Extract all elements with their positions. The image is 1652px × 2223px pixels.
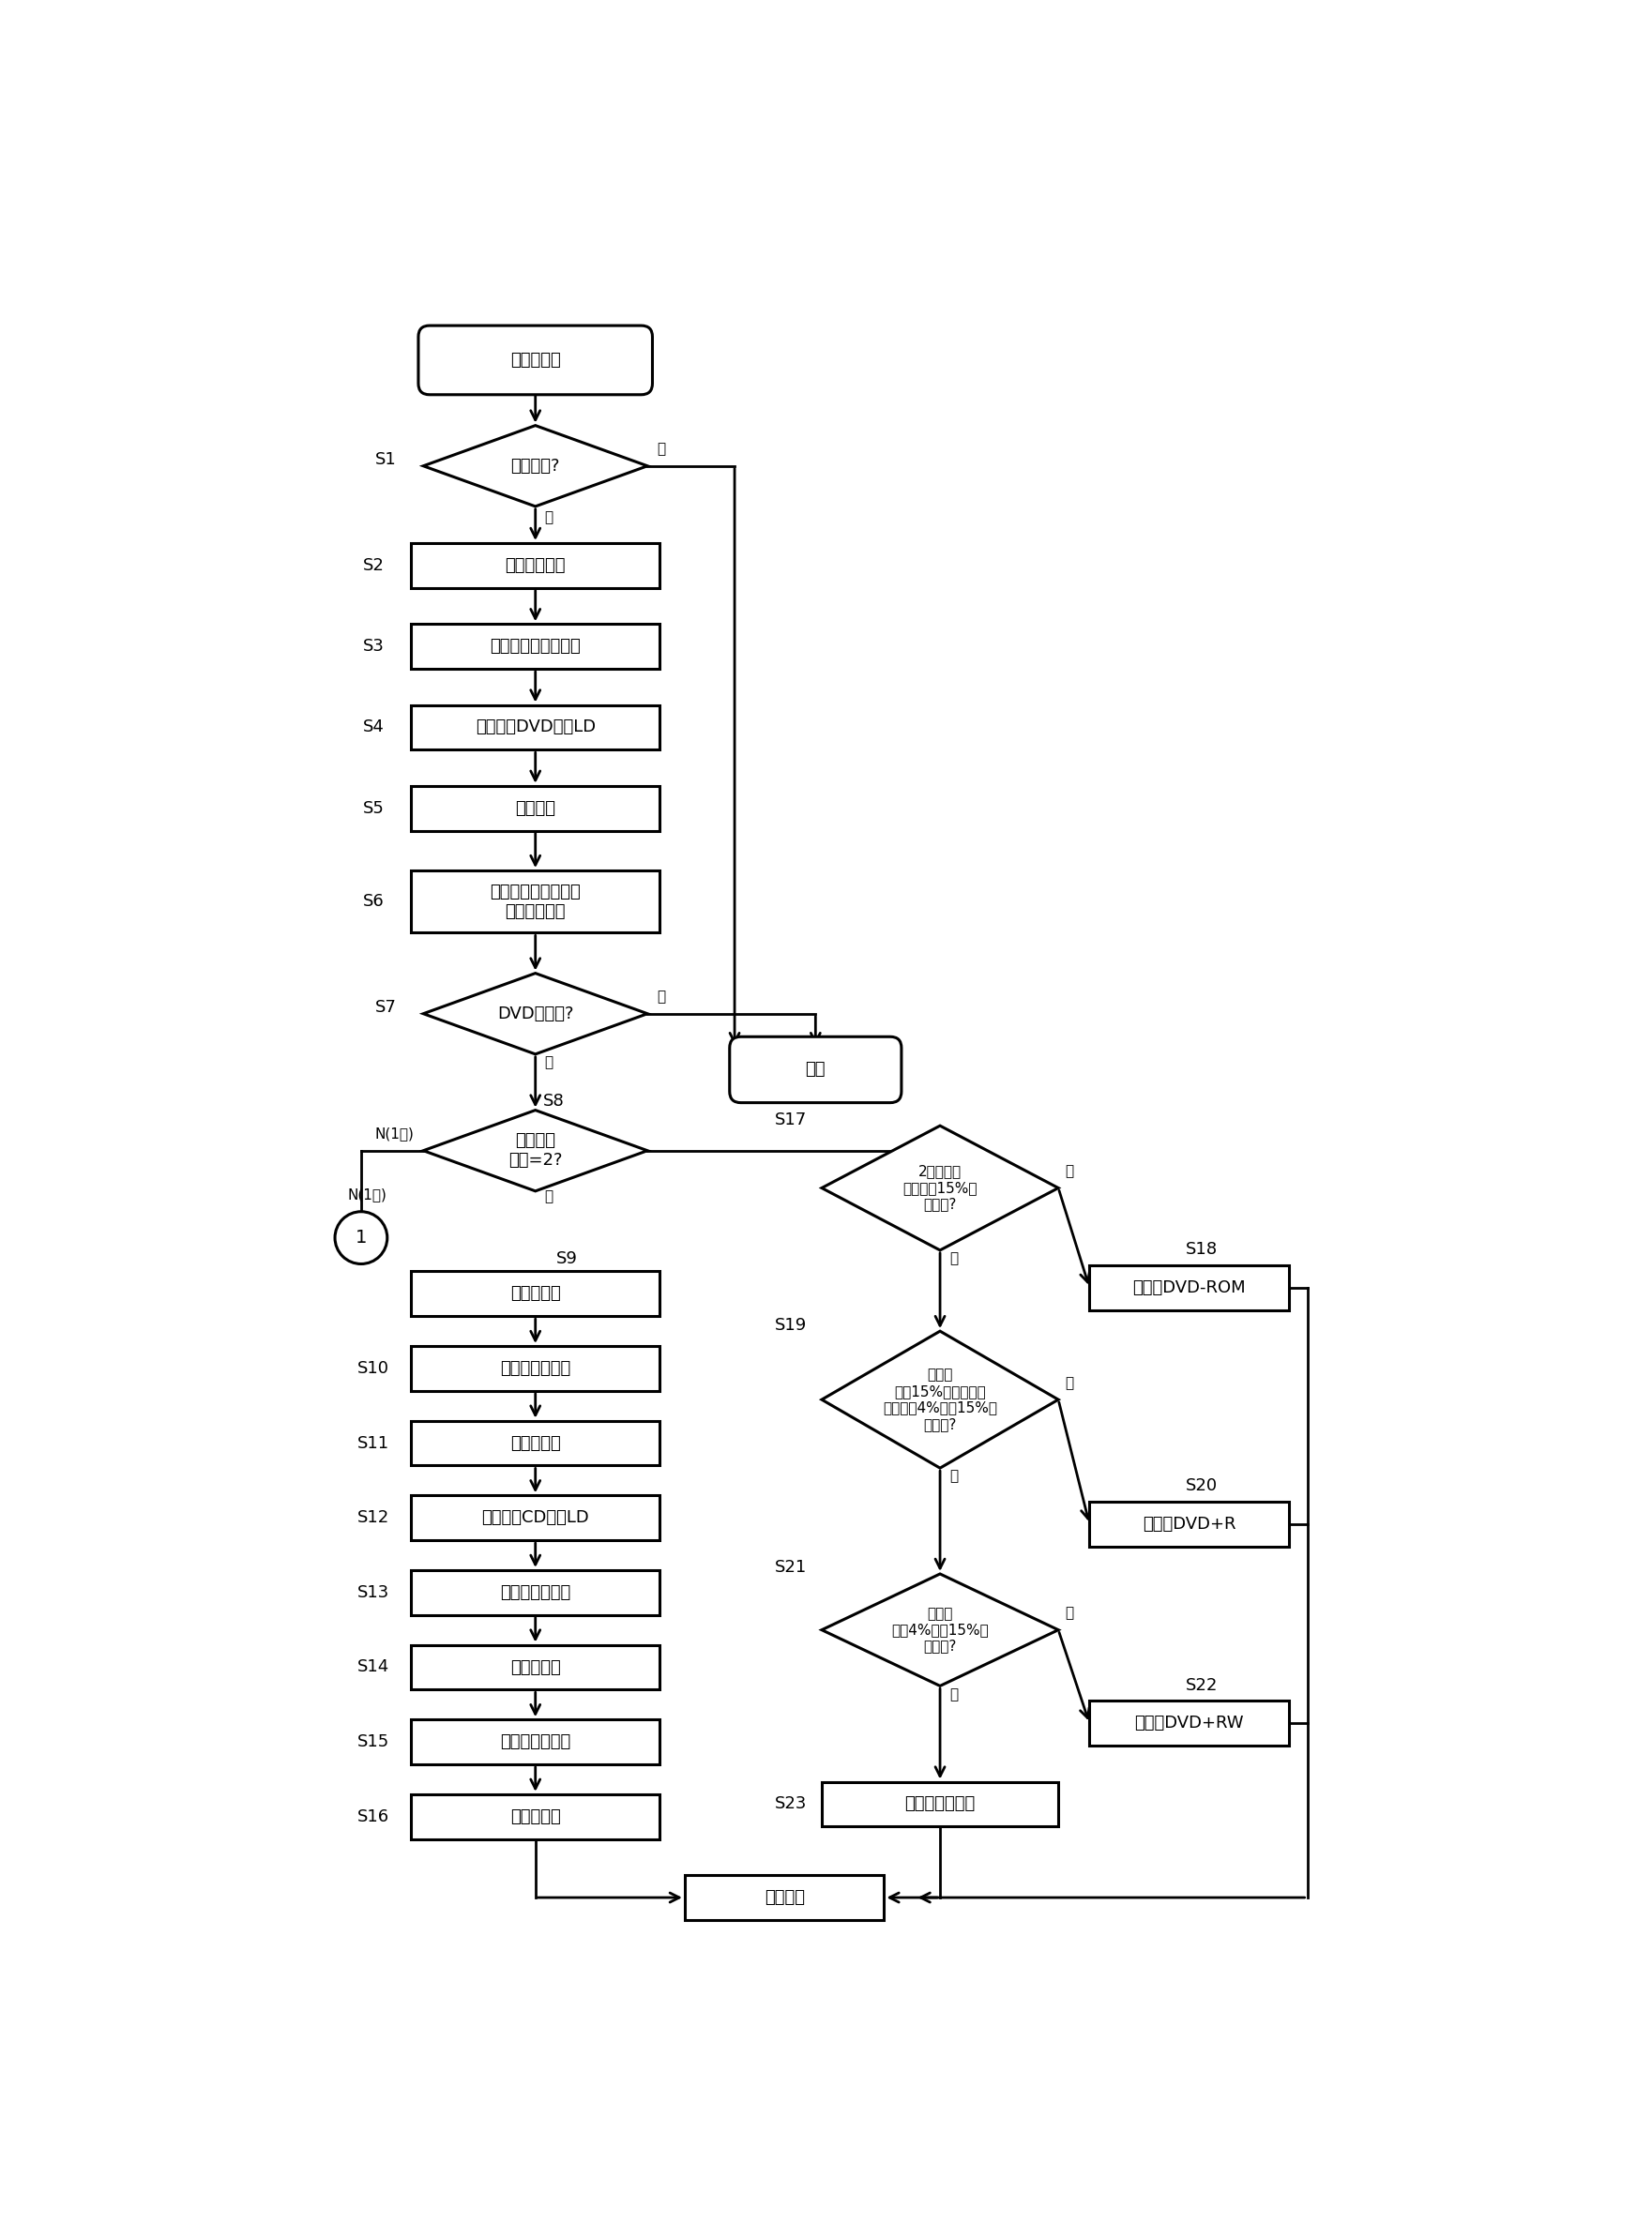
- Bar: [1089, 1701, 1289, 1745]
- Text: 计算反射率: 计算反射率: [510, 1658, 560, 1676]
- Bar: [821, 1783, 1059, 1827]
- Bar: [1089, 1265, 1289, 1309]
- Text: S7: S7: [375, 998, 396, 1016]
- Bar: [411, 871, 659, 934]
- Text: 判别为DVD-ROM: 判别为DVD-ROM: [1133, 1278, 1246, 1296]
- Polygon shape: [423, 974, 648, 1054]
- Text: S16: S16: [357, 1807, 390, 1825]
- Bar: [411, 1420, 659, 1465]
- Text: S15: S15: [357, 1734, 390, 1750]
- Text: 盘种类判别: 盘种类判别: [510, 351, 560, 369]
- Text: S11: S11: [357, 1434, 390, 1452]
- Text: S19: S19: [775, 1316, 806, 1334]
- Bar: [411, 1721, 659, 1765]
- Polygon shape: [821, 1574, 1059, 1685]
- Text: S2: S2: [363, 558, 385, 574]
- FancyBboxPatch shape: [418, 325, 653, 396]
- Text: 聚焦引入第二层: 聚焦引入第二层: [501, 1360, 570, 1376]
- Text: 1: 1: [355, 1229, 367, 1247]
- Bar: [411, 542, 659, 587]
- Text: 聚焦引入第二层: 聚焦引入第二层: [501, 1734, 570, 1750]
- Bar: [411, 1569, 659, 1614]
- Text: 否: 否: [657, 442, 666, 456]
- Text: 否: 否: [657, 989, 666, 1005]
- Text: 到后处理: 到后处理: [765, 1890, 805, 1905]
- Text: S9: S9: [555, 1252, 577, 1267]
- Text: 发光驱动CD用的LD: 发光驱动CD用的LD: [482, 1509, 590, 1527]
- Text: S23: S23: [775, 1796, 806, 1812]
- Polygon shape: [423, 1109, 648, 1192]
- Text: 取入反射光量信号、
聚焦误差信号: 取入反射光量信号、 聚焦误差信号: [491, 883, 582, 920]
- Text: S8: S8: [544, 1091, 565, 1109]
- Text: 计算反射率: 计算反射率: [510, 1807, 560, 1825]
- Text: S22: S22: [1186, 1676, 1218, 1694]
- Text: 是: 是: [545, 511, 553, 525]
- Bar: [1089, 1503, 1289, 1547]
- Bar: [686, 1876, 884, 1921]
- Polygon shape: [423, 425, 648, 507]
- Text: S21: S21: [775, 1558, 806, 1576]
- Text: 否: 否: [950, 1687, 958, 1701]
- Text: S1: S1: [375, 451, 396, 469]
- Text: S4: S4: [363, 718, 385, 736]
- Text: S12: S12: [357, 1509, 390, 1527]
- Text: S5: S5: [363, 800, 385, 816]
- Text: 执行盘种类判别模式: 执行盘种类判别模式: [491, 638, 582, 656]
- Text: 聚焦引入第一层: 聚焦引入第一层: [501, 1585, 570, 1601]
- Bar: [411, 1272, 659, 1316]
- Text: S17: S17: [775, 1112, 806, 1127]
- Text: 是: 是: [1064, 1376, 1074, 1389]
- Bar: [411, 1794, 659, 1838]
- Text: 是: 是: [545, 1056, 553, 1069]
- Text: S20: S20: [1186, 1478, 1218, 1494]
- Text: S6: S6: [363, 894, 385, 909]
- Bar: [411, 1347, 659, 1392]
- Text: 是: 是: [545, 1189, 553, 1203]
- Text: 记录面的
层数=2?: 记录面的 层数=2?: [509, 1132, 562, 1169]
- Text: S13: S13: [357, 1585, 390, 1601]
- Text: N(1层): N(1层): [347, 1187, 387, 1200]
- Text: 计算反射率: 计算反射率: [510, 1434, 560, 1452]
- Text: S3: S3: [363, 638, 385, 656]
- Text: S18: S18: [1186, 1240, 1218, 1258]
- Text: S14: S14: [357, 1658, 390, 1676]
- Bar: [411, 1496, 659, 1541]
- Text: 计算反射率: 计算反射率: [510, 1285, 560, 1303]
- Text: 判别为DVD+RW: 判别为DVD+RW: [1135, 1714, 1244, 1732]
- Text: 为大于
等于4%小于15%的
反射率?: 为大于 等于4%小于15%的 反射率?: [892, 1607, 988, 1654]
- Polygon shape: [821, 1332, 1059, 1467]
- Text: 是: 是: [1064, 1607, 1074, 1621]
- Bar: [411, 1645, 659, 1689]
- Text: 否: 否: [950, 1252, 958, 1265]
- Text: DVD系列盘?: DVD系列盘?: [497, 1005, 573, 1023]
- FancyBboxPatch shape: [730, 1036, 902, 1103]
- Text: N(1层): N(1层): [375, 1127, 415, 1140]
- Text: 否: 否: [950, 1469, 958, 1483]
- Text: S10: S10: [357, 1360, 390, 1376]
- Text: 省略: 省略: [806, 1060, 826, 1078]
- Bar: [411, 705, 659, 749]
- Text: 轴电动机驱动: 轴电动机驱动: [506, 558, 565, 574]
- Text: 发光驱动DVD用的LD: 发光驱动DVD用的LD: [476, 718, 595, 736]
- Text: 是: 是: [1064, 1165, 1074, 1178]
- Text: 为大于
等于15%的反射率，
大于等于4%小于15%的
反射率?: 为大于 等于15%的反射率， 大于等于4%小于15%的 反射率?: [882, 1367, 998, 1432]
- Polygon shape: [821, 1125, 1059, 1249]
- Bar: [411, 625, 659, 669]
- Text: 聚焦扫描: 聚焦扫描: [515, 800, 555, 816]
- Text: 光盘装载?: 光盘装载?: [510, 458, 560, 473]
- Text: 2波长都为
大于等于15%的
反射率?: 2波长都为 大于等于15%的 反射率?: [902, 1165, 978, 1212]
- Text: 判别为规格外盘: 判别为规格外盘: [905, 1796, 975, 1812]
- Circle shape: [335, 1212, 387, 1265]
- Text: 判别为DVD+R: 判别为DVD+R: [1143, 1516, 1236, 1532]
- Bar: [411, 787, 659, 831]
